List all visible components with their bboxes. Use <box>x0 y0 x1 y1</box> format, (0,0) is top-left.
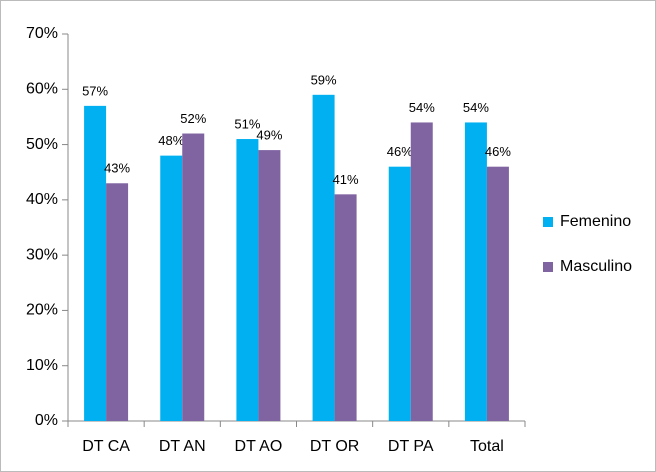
y-tick-label: 50% <box>26 136 58 153</box>
y-tick-label: 10% <box>26 357 58 374</box>
y-tick-label: 0% <box>35 412 58 429</box>
value-label: 59% <box>311 72 337 87</box>
value-label: 46% <box>387 144 413 159</box>
y-tick-label: 30% <box>26 246 58 263</box>
legend-label: Masculino <box>560 258 632 275</box>
bar <box>464 122 487 421</box>
bar <box>160 155 183 421</box>
bar <box>84 105 107 421</box>
y-tick-label: 60% <box>26 81 58 98</box>
value-label: 54% <box>409 100 435 115</box>
x-tick-label: DT AN <box>159 438 206 455</box>
x-tick-label: DT OR <box>310 438 359 455</box>
value-label: 43% <box>104 161 130 176</box>
bar <box>236 139 259 422</box>
y-tick-label: 70% <box>26 25 58 42</box>
bar <box>334 194 357 421</box>
x-tick-label: DT AO <box>235 438 283 455</box>
legend-swatch <box>543 217 553 227</box>
bar <box>410 122 433 421</box>
bar <box>486 166 509 421</box>
bar <box>106 183 129 421</box>
bar <box>258 150 281 421</box>
value-label: 52% <box>180 111 206 126</box>
x-tick-label: DT PA <box>388 438 434 455</box>
value-label: 49% <box>256 128 282 143</box>
value-label: 54% <box>463 100 489 115</box>
value-label: 51% <box>234 116 260 131</box>
legend-label: Femenino <box>560 213 631 230</box>
y-tick-label: 40% <box>26 191 58 208</box>
bar <box>312 94 335 422</box>
x-tick-label: Total <box>470 438 504 455</box>
value-label: 57% <box>82 83 108 98</box>
y-tick-label: 20% <box>26 302 58 319</box>
value-label: 46% <box>485 144 511 159</box>
legend-swatch <box>543 262 553 272</box>
value-label: 41% <box>333 172 359 187</box>
value-label: 48% <box>158 133 184 148</box>
bar <box>388 166 411 421</box>
bar <box>182 133 205 421</box>
x-tick-label: DT CA <box>82 438 130 455</box>
